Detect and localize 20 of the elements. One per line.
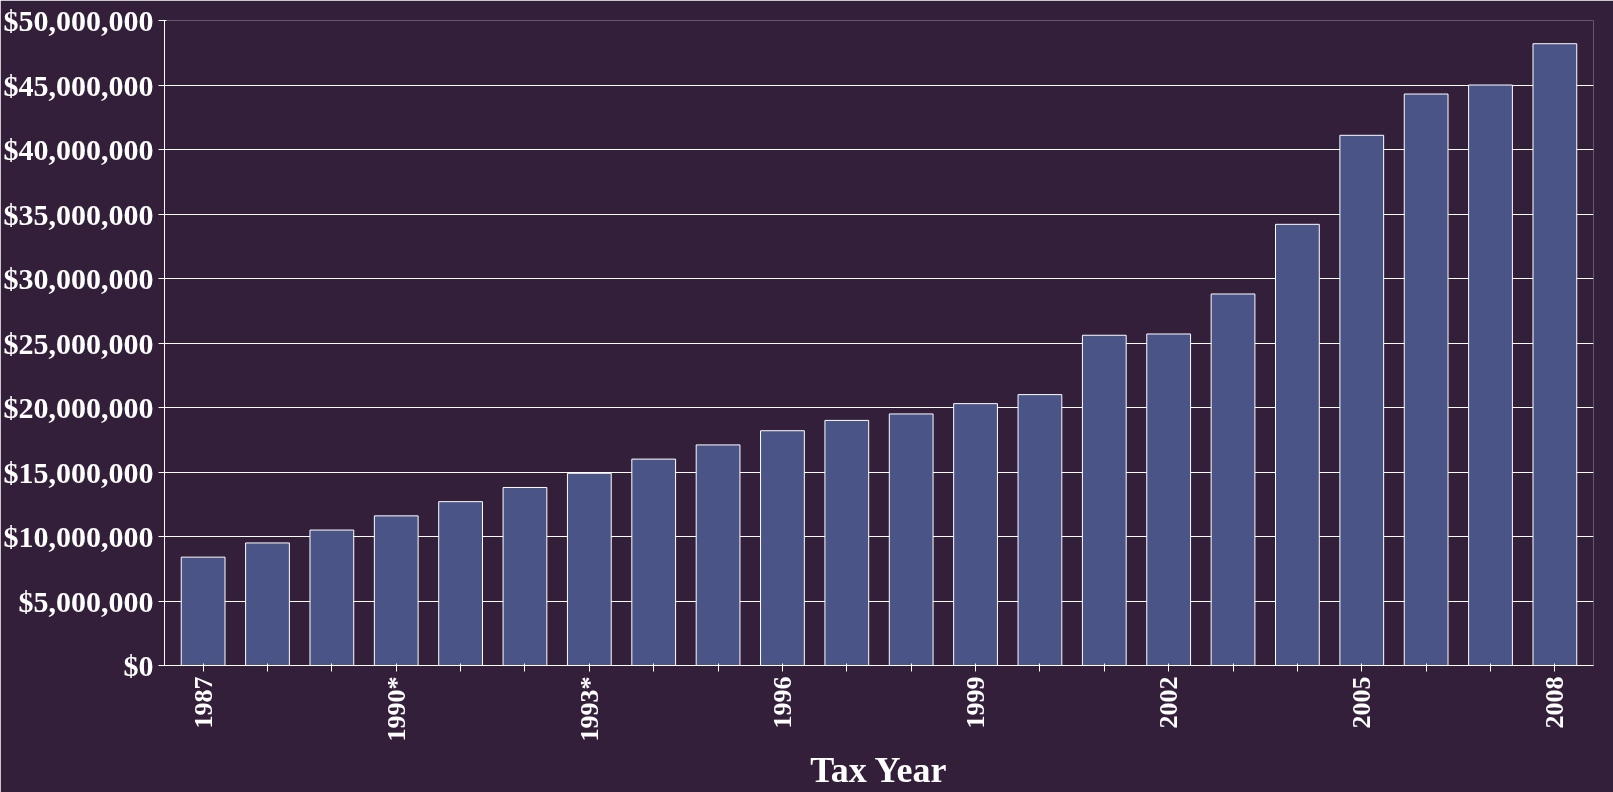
x-tick-label: 1990* <box>381 676 411 742</box>
y-tick-label: $15,000,000 <box>3 455 154 489</box>
y-tick-label: $45,000,000 <box>3 68 154 102</box>
x-tick-label: 1996 <box>767 676 797 729</box>
y-tick-label: $20,000,000 <box>3 391 154 424</box>
y-tick-label: $35,000,000 <box>3 197 154 231</box>
y-tick-label: $25,000,000 <box>3 326 154 360</box>
x-axis-title: Tax Year <box>810 749 947 790</box>
y-tick-label: $5,000,000 <box>18 584 154 618</box>
y-tick-label: $0 <box>123 649 154 682</box>
x-tick-label: 2005 <box>1347 676 1377 729</box>
x-tick-label: 2008 <box>1540 676 1570 729</box>
x-tick-label: 2002 <box>1154 676 1184 729</box>
x-tick-label: 1999 <box>961 676 991 729</box>
y-tick-label: $30,000,000 <box>3 262 154 295</box>
y-tick-label: $10,000,000 <box>3 520 154 553</box>
y-tick-label: $40,000,000 <box>3 133 154 166</box>
x-tick-label: 1993* <box>574 676 604 742</box>
x-tick-label: 1987 <box>188 676 218 729</box>
y-tick-label: $50,000,000 <box>3 4 154 37</box>
